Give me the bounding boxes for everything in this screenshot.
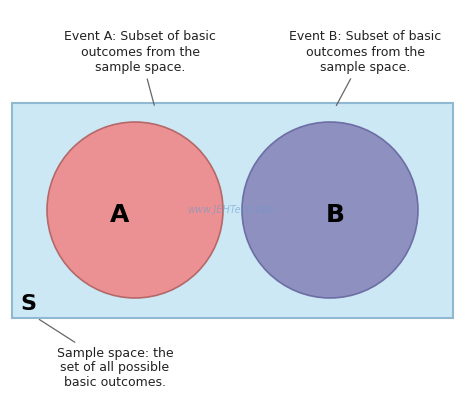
Text: Event B: Subset of basic
outcomes from the
sample space.: Event B: Subset of basic outcomes from t… xyxy=(289,30,441,106)
Text: Sample space: the
set of all possible
basic outcomes.: Sample space: the set of all possible ba… xyxy=(40,320,173,389)
Text: S: S xyxy=(20,294,36,314)
Bar xyxy=(12,103,453,318)
Text: Event A: Subset of basic
outcomes from the
sample space.: Event A: Subset of basic outcomes from t… xyxy=(64,30,216,105)
Text: A: A xyxy=(110,203,130,227)
Text: www.JEHTech.com: www.JEHTech.com xyxy=(187,205,277,215)
Circle shape xyxy=(242,122,418,298)
Text: B: B xyxy=(326,203,345,227)
Circle shape xyxy=(47,122,223,298)
